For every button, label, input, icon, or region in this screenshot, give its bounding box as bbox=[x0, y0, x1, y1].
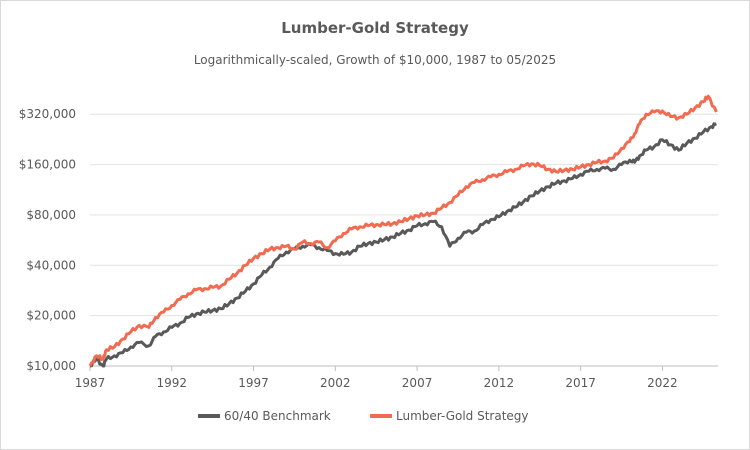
series-lines bbox=[88, 94, 718, 368]
y-tick-label: $320,000 bbox=[19, 107, 76, 121]
legend-label: Lumber-Gold Strategy bbox=[396, 409, 529, 423]
y-tick-label: $80,000 bbox=[26, 208, 76, 222]
legend-label: 60/40 Benchmark bbox=[224, 409, 331, 423]
chart-subtitle: Logarithmically-scaled, Growth of $10,00… bbox=[194, 53, 556, 67]
series-line-strategy bbox=[88, 94, 718, 367]
x-tick-label: 1997 bbox=[238, 376, 269, 390]
x-axis-ticks: 1987 1992 1997 2002 2007 2012 2017 2022 bbox=[75, 366, 678, 390]
x-tick-label: 2017 bbox=[565, 376, 596, 390]
series-line-benchmark bbox=[89, 122, 717, 368]
y-tick-label: $20,000 bbox=[26, 309, 76, 323]
x-tick-label: 1987 bbox=[75, 376, 106, 390]
legend: 60/40 Benchmark Lumber-Gold Strategy bbox=[198, 409, 529, 423]
x-tick-label: 1992 bbox=[156, 376, 187, 390]
y-tick-label: $10,000 bbox=[26, 359, 76, 373]
chart-title: Lumber-Gold Strategy bbox=[281, 19, 469, 37]
y-tick-label: $160,000 bbox=[19, 158, 76, 172]
x-tick-label: 2022 bbox=[647, 376, 678, 390]
x-tick-label: 2007 bbox=[402, 376, 433, 390]
x-tick-label: 2012 bbox=[484, 376, 515, 390]
y-axis-ticks: $10,000 $20,000 $40,000 $80,000 $160,000 $320… bbox=[19, 107, 76, 373]
y-tick-label: $40,000 bbox=[26, 258, 76, 272]
x-tick-label: 2002 bbox=[320, 376, 351, 390]
gridlines bbox=[90, 113, 718, 317]
